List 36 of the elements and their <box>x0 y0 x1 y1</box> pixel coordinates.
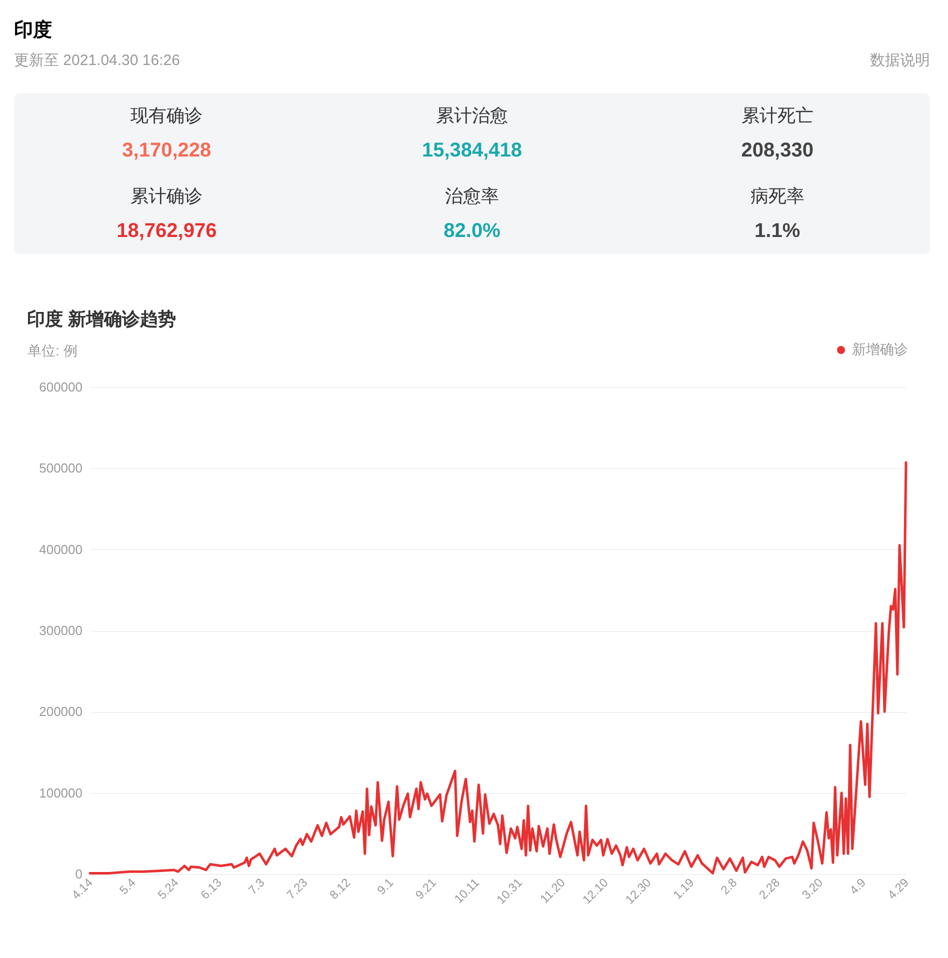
y-tick-label: 200000 <box>39 704 82 720</box>
category-label: 累计治愈 <box>436 105 508 126</box>
legend-label: 新增确诊 <box>852 341 908 357</box>
category-label: 累计确诊 <box>130 186 203 206</box>
y-tick-label: 600000 <box>39 380 82 394</box>
line-series <box>88 461 908 874</box>
text: 82.0% <box>444 220 500 242</box>
y-tick-label: 500000 <box>39 460 82 476</box>
x-tick-label: 7.3 <box>246 875 268 898</box>
y-tick-label: 400000 <box>39 542 82 557</box>
y-tick-label: 0 <box>75 866 82 882</box>
x-tick-label: 2.8 <box>718 875 740 898</box>
y-tick-label: 100000 <box>39 785 82 800</box>
category-label: 累计死亡 <box>741 105 814 126</box>
category-label: 现有确诊 <box>130 105 203 126</box>
text: 3,170,228 <box>122 139 212 162</box>
x-tick-label: 7.23 <box>284 875 310 902</box>
x-tick-label: 3.20 <box>799 875 826 902</box>
text: 印度 <box>14 19 52 41</box>
category-label: 病死率 <box>750 186 804 206</box>
x-tick-label: 6.13 <box>198 875 225 902</box>
text: 18,762,976 <box>116 220 217 242</box>
y-tick-label: 300000 <box>39 623 82 638</box>
x-tick-label: 5.4 <box>116 875 139 898</box>
text: 208,330 <box>741 139 814 162</box>
text: 更新至 2021.04.30 16:26 <box>14 52 180 69</box>
text: 数据说明 <box>870 52 930 69</box>
x-tick-label: 4.29 <box>885 875 912 902</box>
chart-title: 印度 新增确诊趋势 <box>27 309 176 329</box>
text: 15,384,418 <box>422 139 522 162</box>
x-tick-label: 9.21 <box>412 875 440 902</box>
y-axis-title: 单位: 例 <box>28 342 78 358</box>
x-tick-label: 4.9 <box>846 875 869 898</box>
text: 1.1% <box>754 220 800 242</box>
category-label: 治愈率 <box>445 186 499 206</box>
x-tick-label: 9.1 <box>374 875 396 898</box>
